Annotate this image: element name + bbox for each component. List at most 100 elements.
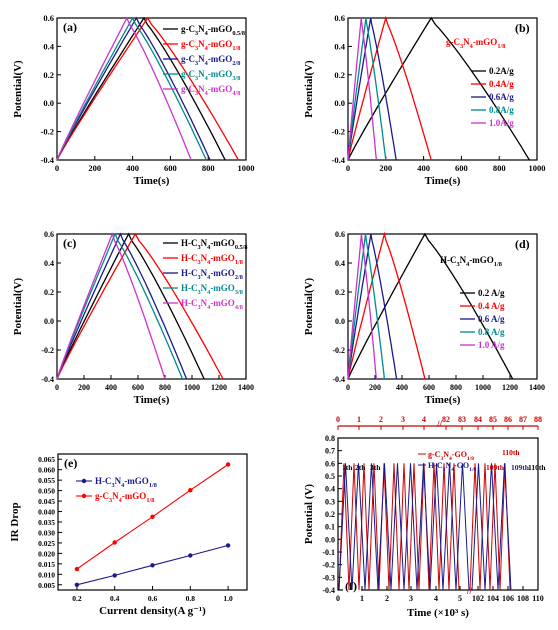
x-tick-label: 800 xyxy=(159,383,171,392)
series-line-2 xyxy=(56,16,239,161)
series-line-2 xyxy=(56,232,224,380)
plot-frame xyxy=(347,233,538,380)
y-tick-label: 0.045 xyxy=(38,497,55,506)
legend-label-part: 1/8 xyxy=(469,467,476,473)
legend-label: g-C3N4-mGO2/8 xyxy=(181,54,240,67)
legend-label-part: N xyxy=(198,54,205,64)
legend-label-part: 1/8 xyxy=(232,45,240,52)
legend-label-part: g-C xyxy=(181,84,195,94)
y-tick-label: 0.035 xyxy=(38,518,55,527)
legend-label-part: H-C xyxy=(181,298,198,308)
x-tick-label: 200 xyxy=(78,383,90,392)
panel-annotation-part: 1/8 xyxy=(494,261,502,268)
series-line-4 xyxy=(56,232,184,380)
x-tick-label: 400 xyxy=(396,383,408,392)
series-line-5 xyxy=(347,233,378,380)
x-tick-label: 600 xyxy=(455,163,468,173)
series-line-1 xyxy=(338,463,460,591)
legend-label-part: 0.5/8 xyxy=(235,244,248,251)
legend-label-part: 3 xyxy=(440,456,443,462)
x-tick-label: 600 xyxy=(164,163,177,173)
legend-label-part: -mGO xyxy=(208,39,233,49)
data-point xyxy=(74,582,80,587)
panel-label: (f) xyxy=(345,579,357,593)
legend-label: g-C3N4-mGO0.5/8 xyxy=(181,24,245,37)
y-tick-label: 0.0 xyxy=(325,535,335,544)
legend-label-part: N xyxy=(201,268,208,278)
panel-annotation-part: N xyxy=(460,255,467,265)
legend-label: 1.0A/g xyxy=(489,118,514,128)
y-tick-label: 0.4 xyxy=(334,41,345,51)
y-axis-label: Potential (V) xyxy=(303,484,315,545)
x-tick-label: 200 xyxy=(379,163,392,173)
legend-label-part: 4 xyxy=(119,497,123,504)
series-line-2 xyxy=(347,15,432,161)
series-line-1 xyxy=(56,16,226,161)
legend-label: H-C3N4-mGO1/8 xyxy=(95,476,157,489)
y-tick-label: 0.065 xyxy=(38,455,55,464)
legend-label-part: H-C xyxy=(428,461,443,470)
legend-label-part: N xyxy=(445,461,451,470)
y-tick-label: 0.6 xyxy=(44,230,54,239)
legend-label-part: g-C xyxy=(95,491,109,501)
legend-label-part: -mGO xyxy=(210,253,235,263)
y-axis-label: Potential(V) xyxy=(12,60,24,118)
x-tick-label: 106 xyxy=(502,594,514,603)
legend-label-part: 4 xyxy=(205,60,209,67)
legend-label-part: N xyxy=(198,84,205,94)
x-axis-label: Time(s) xyxy=(134,175,170,187)
series-line-4 xyxy=(347,233,386,380)
x-axis-label: Time (×10³ s) xyxy=(407,607,469,619)
legend-label-part: 2/8 xyxy=(235,274,243,281)
top-x-tick-label: 88 xyxy=(534,415,542,424)
x-tick-label: 0 xyxy=(346,383,350,392)
x-tick-label: 108 xyxy=(517,594,529,603)
legend-label-part: -GO xyxy=(452,450,467,459)
y-tick-label: 0.0 xyxy=(43,98,54,108)
y-tick-label: 0.025 xyxy=(38,539,55,548)
legend-label-part: 4 xyxy=(205,90,209,97)
legend-label-part: 4 xyxy=(205,30,209,37)
series-line-4 xyxy=(56,16,207,161)
legend-label-part: g-C xyxy=(181,39,195,49)
cycle-label: 110th xyxy=(502,448,520,457)
y-tick-label: 0.010 xyxy=(38,570,55,579)
legend-label-part: N xyxy=(201,238,208,248)
series-line-5 xyxy=(56,232,166,380)
y-tick-label: 0.020 xyxy=(38,549,55,558)
legend-label-part: N xyxy=(201,253,208,263)
legend-label-part: -GO xyxy=(454,461,469,470)
y-axis-label: Potential(V) xyxy=(12,277,24,335)
top-x-tick-label: 0 xyxy=(336,415,340,424)
x-tick-label: 1200 xyxy=(211,383,227,392)
data-point xyxy=(74,566,80,572)
legend-label-part: N xyxy=(443,450,449,459)
y-tick-label: -0.2 xyxy=(332,346,345,355)
legend-label-part: 4 xyxy=(207,289,211,296)
x-tick-label: 1000 xyxy=(529,163,546,173)
legend-label-part: 0.5/8 xyxy=(232,30,245,37)
legend-label-part: H-C xyxy=(181,238,198,248)
panel-annotation: g-C3N4-mGO1/8 xyxy=(446,37,505,50)
x-tick-label: 0.8 xyxy=(186,594,196,603)
legend-label-part: N xyxy=(115,476,122,486)
legend-label-part: N xyxy=(198,24,205,34)
legend-label-part: 3 xyxy=(195,75,198,82)
legend-label-part: 4 xyxy=(451,467,454,473)
cycle-label: 3th xyxy=(370,463,381,472)
series-line-4 xyxy=(347,17,387,161)
panel-annotation-part: g-C xyxy=(446,37,460,47)
x-tick-label: 1400 xyxy=(238,383,254,392)
top-x-tick-label: 86 xyxy=(504,415,512,424)
y-tick-label: 0.5 xyxy=(325,472,335,481)
panel-label: (d) xyxy=(515,237,530,251)
top-x-tick-label: 4 xyxy=(422,415,426,424)
legend-label: H-C3N4-GO1/8 xyxy=(428,461,477,473)
legend-label-part: N xyxy=(201,283,208,293)
legend-label-part: 4 xyxy=(207,274,211,281)
y-tick-label: 0.6 xyxy=(335,230,345,239)
x-tick-label: 800 xyxy=(202,163,215,173)
legend-label-part: H-C xyxy=(181,268,198,278)
cycle-label: 109th xyxy=(486,463,505,472)
